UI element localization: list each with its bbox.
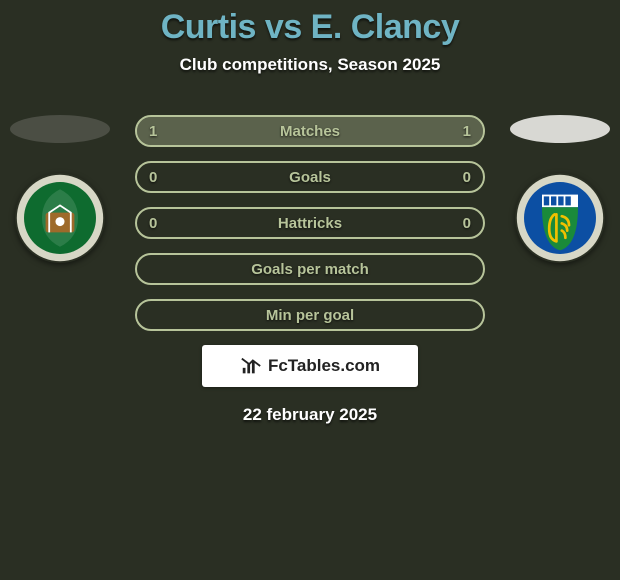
player-shadow-right <box>510 115 610 143</box>
player-shadow-left <box>10 115 110 143</box>
bar-chart-icon <box>240 355 262 377</box>
watermark: FcTables.com <box>202 345 418 387</box>
stat-label: Goals <box>289 169 331 186</box>
stat-right-value: 0 <box>463 169 471 186</box>
right-player-column <box>500 115 620 263</box>
left-player-column <box>0 115 120 263</box>
bray-wanderers-crest <box>15 173 105 263</box>
comparison-date: 22 february 2025 <box>0 405 620 425</box>
stat-rows: 1 Matches 1 0 Goals 0 0 Hattricks 0 Goal… <box>135 115 485 331</box>
watermark-text: FcTables.com <box>268 356 380 376</box>
stat-row-min-per-goal: Min per goal <box>135 299 485 331</box>
stat-label: Matches <box>280 123 340 140</box>
stat-left-value: 0 <box>149 169 157 186</box>
page-subtitle: Club competitions, Season 2025 <box>0 55 620 75</box>
stat-right-value: 0 <box>463 215 471 232</box>
stat-left-value: 1 <box>149 123 157 140</box>
stat-row-goals: 0 Goals 0 <box>135 161 485 193</box>
stat-row-matches: 1 Matches 1 <box>135 115 485 147</box>
stat-right-value: 1 <box>463 123 471 140</box>
stat-left-value: 0 <box>149 215 157 232</box>
stat-row-hattricks: 0 Hattricks 0 <box>135 207 485 239</box>
comparison-panel: 1 Matches 1 0 Goals 0 0 Hattricks 0 Goal… <box>0 115 620 425</box>
page-title: Curtis vs E. Clancy <box>0 8 620 47</box>
stat-row-goals-per-match: Goals per match <box>135 253 485 285</box>
ucd-dublin-crest <box>515 173 605 263</box>
stat-label: Hattricks <box>278 215 342 232</box>
stat-label: Goals per match <box>251 261 369 278</box>
stat-label: Min per goal <box>266 307 354 324</box>
